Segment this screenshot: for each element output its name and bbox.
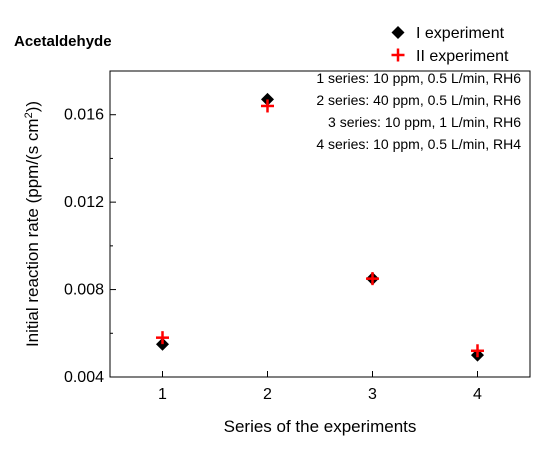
x-tick-label: 2 [263,386,272,403]
legend-label-series-1: I experiment [416,25,505,42]
x-tick-label: 3 [368,386,377,403]
data-point-plus [471,344,484,358]
annotation-line: 4 series: 10 ppm, 0.5 L/min, RH4 [316,136,521,152]
legend-label-series-2: II experiment [416,48,509,65]
annotation-block: 1 series: 10 ppm, 0.5 L/min, RH6 2 serie… [316,70,521,152]
data-point-plus [261,99,274,113]
y-tick-label: 0.016 [64,107,104,124]
axis-ticks: 1 2 3 4 0.004 0.008 0.012 0.016 [64,70,482,403]
y-axis-label: Initial reaction rate (ppm/(s cm2)) [23,101,42,347]
chart-title: Acetaldehyde [14,33,112,50]
legend: I experiment II experiment [391,25,509,65]
annotation-line: 2 series: 40 ppm, 0.5 L/min, RH6 [316,92,521,108]
annotation-line: 1 series: 10 ppm, 0.5 L/min, RH6 [316,70,521,86]
x-axis-label: Series of the experiments [224,417,417,436]
legend-marker-plus [391,48,405,62]
data-point-plus [366,272,379,286]
y-tick-label: 0.008 [64,282,104,299]
data-point-plus [156,331,169,345]
annotation-line: 3 series: 10 ppm, 1 L/min, RH6 [328,114,521,130]
plot-frame [109,70,531,378]
data-point-diamond [156,337,169,351]
data-point-diamond [261,92,274,106]
data-points [156,92,484,362]
y-tick-label: 0.012 [64,194,104,211]
x-tick-label: 4 [473,386,482,403]
legend-marker-diamond [391,26,405,39]
y-tick-label: 0.004 [64,369,104,386]
x-tick-label: 1 [158,386,167,403]
